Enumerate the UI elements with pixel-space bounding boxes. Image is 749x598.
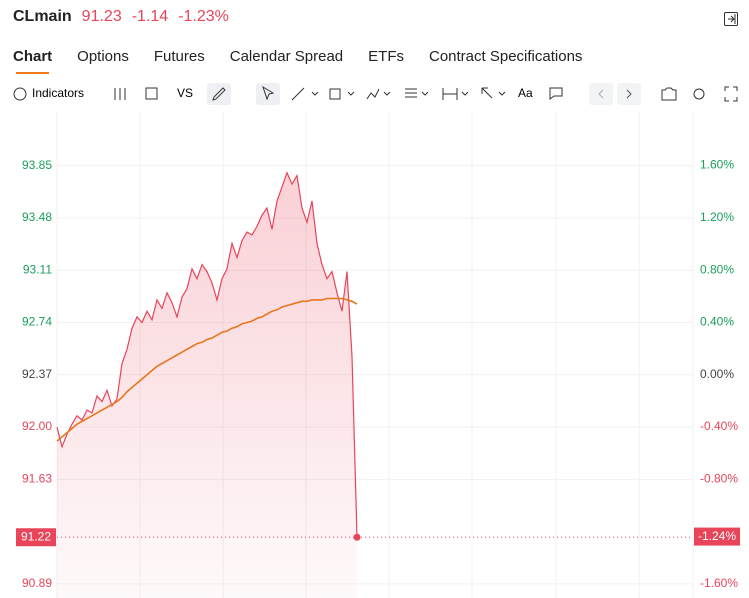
y2-tick-label: 0.00% (700, 367, 734, 381)
collapse-icon[interactable] (723, 11, 739, 27)
y2-tick-label: -0.80% (700, 471, 738, 485)
line (56, 171, 358, 538)
cursor-icon (262, 85, 275, 101)
tab[interactable]: Chart (13, 48, 53, 74)
line (56, 297, 358, 442)
y2-tick-label: -0.40% (700, 419, 738, 433)
current-value: 91.22 (21, 529, 51, 543)
tab[interactable]: ETFs (368, 48, 404, 65)
y2-tick-label: 0.80% (700, 262, 734, 276)
current-badge (16, 528, 56, 547)
indicators-button[interactable]: Indicators (32, 86, 84, 100)
y2-tick-label: 1.60% (700, 158, 734, 172)
settings-icon[interactable] (693, 88, 705, 100)
current-dot (353, 533, 361, 541)
measure-tool[interactable] (442, 88, 469, 100)
toolbar: Indicators VS Aa (13, 83, 738, 105)
prev-icon (598, 89, 604, 99)
text-tool[interactable]: Aa (518, 86, 533, 100)
y2-tick-label: 1.20% (700, 210, 734, 224)
tab[interactable]: Calendar Spread (229, 48, 344, 65)
current-pct: -1.24% (698, 529, 736, 543)
camera-icon[interactable] (661, 87, 677, 101)
y-tick-label: 92.37 (22, 367, 52, 381)
pattern-tool[interactable] (366, 88, 391, 100)
shape-icon[interactable] (145, 87, 158, 100)
rect-tool[interactable] (329, 88, 355, 100)
line-tool[interactable] (291, 87, 319, 101)
next-icon (626, 89, 632, 99)
change: -1.14 (131, 8, 169, 25)
y-tick-label: 93.11 (23, 262, 52, 276)
arrow-tool[interactable] (481, 87, 506, 99)
prev-button[interactable] (589, 83, 613, 105)
symbol: CLmain (13, 8, 72, 25)
price: 91.23 (81, 8, 122, 25)
current-pct-badge (694, 527, 740, 546)
compare-button[interactable]: VS (177, 86, 193, 100)
y2-tick-label: 0.40% (700, 315, 734, 329)
y-tick-label: 93.48 (22, 210, 52, 224)
tab[interactable]: Futures (153, 48, 205, 65)
y-tick-label: 93.85 (22, 158, 52, 172)
y2-tick-label: -1.60% (700, 576, 738, 590)
tab[interactable]: Options (77, 48, 129, 65)
candle-icon[interactable] (114, 88, 126, 100)
next-button[interactable] (617, 83, 641, 105)
y-tick-label: 91.63 (22, 471, 52, 485)
y-tick-label: 92.00 (22, 419, 52, 433)
indicators-icon (13, 87, 27, 101)
area (57, 172, 357, 598)
change-pct: -1.23% (178, 8, 229, 25)
pen-icon (212, 87, 226, 101)
y-tick-label: 90.89 (22, 576, 52, 590)
fib-tool[interactable] (405, 88, 429, 98)
note-tool[interactable] (549, 87, 563, 100)
fullscreen-icon[interactable] (724, 86, 738, 102)
tabs: Chart Options Futures Calendar Spread ET… (13, 48, 583, 74)
header: CLmain 91.23 -1.14 -1.23% (13, 8, 229, 26)
cursor-active[interactable] (256, 83, 280, 105)
tab[interactable]: Contract Specifications (429, 48, 583, 65)
y-tick-label: 92.74 (22, 315, 52, 329)
